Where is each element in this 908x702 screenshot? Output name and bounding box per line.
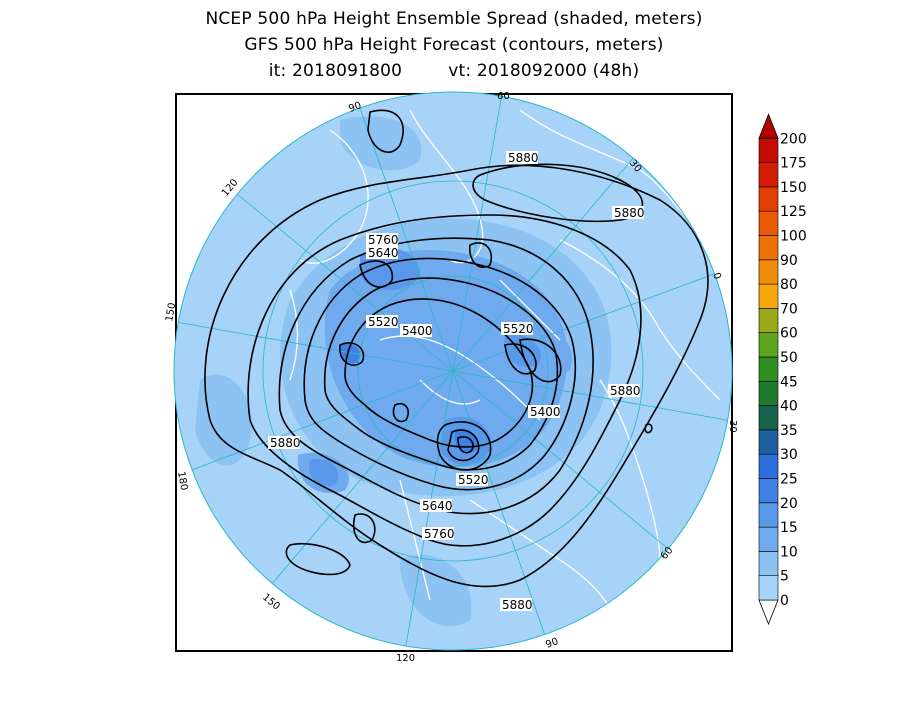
- colorbar-swatch: [758, 356, 779, 382]
- lon-label: 0: [710, 271, 723, 281]
- colorbar-swatch: [758, 162, 779, 188]
- disc-outline: [173, 91, 733, 651]
- title-line-1: NCEP 500 hPa Height Ensemble Spread (sha…: [205, 9, 703, 29]
- contour-label: 5760: [366, 233, 399, 247]
- colorbar-tick-label: 50: [780, 350, 798, 366]
- colorbar-min-arrow: [758, 599, 779, 626]
- svg-text:5520: 5520: [368, 315, 399, 329]
- svg-text:5880: 5880: [270, 436, 301, 450]
- colorbar-max-arrow: [758, 113, 779, 139]
- colorbar-tick-label: 200: [780, 131, 807, 147]
- colorbar-tick-label: 10: [780, 544, 798, 560]
- colorbar-swatch: [758, 502, 779, 528]
- contour-label: 5520: [501, 322, 534, 336]
- contour-label: 5400: [400, 324, 433, 338]
- contour-label: 5520: [366, 315, 399, 329]
- contour-label: 5760: [422, 527, 455, 541]
- colorbar-swatch: [758, 283, 779, 309]
- colorbar-swatch: [758, 138, 779, 163]
- colorbar-swatch: [758, 235, 779, 261]
- lon-label: 150: [164, 302, 178, 323]
- svg-text:5880: 5880: [614, 206, 645, 220]
- lon-label: 30: [727, 420, 738, 433]
- title-block: NCEP 500 hPa Height Ensemble Spread (sha…: [0, 6, 908, 84]
- svg-text:5640: 5640: [368, 246, 399, 260]
- colorbar-tick-label: 5: [780, 569, 789, 585]
- colorbar: 0 5 10 15 20 25 30 35 40 45 50 60 70 80 90 100 125 150 175…: [758, 113, 807, 626]
- colorbar-tick-label: 125: [780, 204, 807, 220]
- colorbar-tick-label: 100: [780, 229, 807, 245]
- lon-label: 180: [175, 471, 189, 492]
- contour-label: 5640: [366, 246, 399, 260]
- colorbar-swatch: [758, 429, 779, 455]
- time-line: it: 2018091800 vt: 2018092000 (48h): [0, 58, 908, 84]
- colorbar-swatch: [758, 380, 779, 406]
- contour-label: 5880: [268, 436, 301, 450]
- lon-label: 120: [396, 653, 415, 664]
- lon-label: 90: [544, 636, 560, 651]
- svg-text:5880: 5880: [508, 151, 539, 165]
- svg-text:5520: 5520: [458, 473, 489, 487]
- contour-label: 5880: [612, 206, 645, 220]
- colorbar-swatch: [758, 575, 779, 601]
- colorbar-tick-label: 45: [780, 374, 798, 390]
- colorbar-tick-label: 70: [780, 301, 798, 317]
- colorbar-tick-label: 150: [780, 180, 807, 196]
- colorbar-swatch: [758, 308, 779, 333]
- colorbar-swatch: [758, 210, 779, 236]
- colorbar-tick-label: 35: [780, 423, 798, 439]
- svg-text:5520: 5520: [503, 322, 534, 336]
- contour-label: 5520: [456, 473, 489, 487]
- contour-labels: 5880 5880 5760 5640 5520 5400 5520 5880 …: [268, 151, 645, 612]
- svg-text:5880: 5880: [610, 384, 641, 398]
- contour-label: 5640: [420, 499, 453, 513]
- valid-time: vt: 2018092000 (48h): [448, 61, 640, 81]
- colorbar-tick-label: 60: [780, 326, 798, 342]
- colorbar-swatch: [758, 332, 779, 358]
- height-contours: [204, 109, 709, 588]
- colorbar-tick-label: 40: [780, 399, 798, 415]
- colorbar-swatch: [758, 186, 779, 212]
- colorbar-tick-label: 30: [780, 447, 798, 463]
- colorbar-tick-label: 90: [780, 253, 798, 269]
- colorbar-tick-label: 0: [780, 593, 789, 609]
- svg-text:5760: 5760: [424, 527, 455, 541]
- init-time: it: 2018091800: [268, 61, 403, 81]
- contour-label: 5880: [608, 384, 641, 398]
- colorbar-swatch: [758, 478, 779, 504]
- svg-text:5880: 5880: [502, 598, 533, 612]
- title-line-2: GFS 500 hPa Height Forecast (contours, m…: [244, 35, 664, 55]
- colorbar-swatch: [758, 453, 779, 479]
- contour-label: 5880: [506, 151, 539, 165]
- contour-label: 5400: [528, 405, 561, 419]
- lon-label: 90: [347, 100, 363, 115]
- colorbar-swatch: [758, 405, 779, 431]
- colorbar-tick-label: 25: [780, 472, 798, 488]
- colorbar-swatch: [758, 259, 779, 285]
- colorbar-tick-label: 20: [780, 496, 798, 512]
- svg-text:5640: 5640: [422, 499, 453, 513]
- colorbar-swatch: [758, 526, 779, 552]
- lon-label: 60: [497, 91, 510, 102]
- svg-text:5400: 5400: [402, 324, 433, 338]
- contour-label: 5880: [500, 598, 533, 612]
- colorbar-tick-label: 15: [780, 520, 798, 536]
- map-disc: 5880 5880 5760 5640 5520 5400 5520 5880 …: [174, 92, 732, 650]
- svg-text:5760: 5760: [368, 233, 399, 247]
- colorbar-swatch: [758, 551, 779, 577]
- colorbar-tick-label: 175: [780, 156, 807, 172]
- colorbar-tick-label: 80: [780, 277, 798, 293]
- svg-text:5400: 5400: [530, 405, 561, 419]
